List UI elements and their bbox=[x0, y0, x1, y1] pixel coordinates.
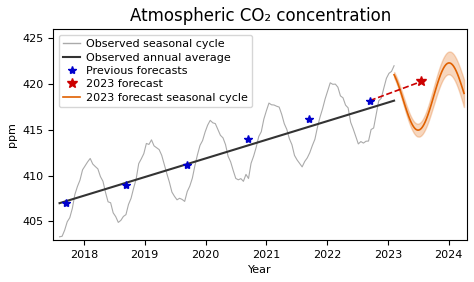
Legend: Observed seasonal cycle, Observed annual average, Previous forecasts, 2023 forec: Observed seasonal cycle, Observed annual… bbox=[59, 35, 252, 107]
X-axis label: Year: Year bbox=[248, 265, 272, 275]
Y-axis label: ppm: ppm bbox=[7, 122, 17, 147]
Title: Atmospheric CO₂ concentration: Atmospheric CO₂ concentration bbox=[129, 7, 391, 25]
